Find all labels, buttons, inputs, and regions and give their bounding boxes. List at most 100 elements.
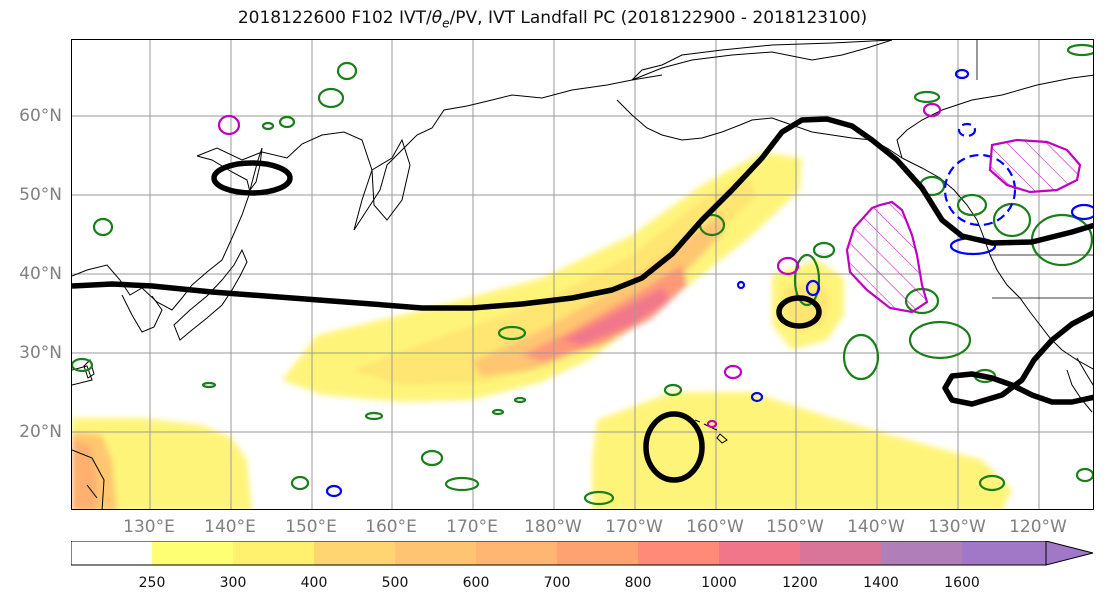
border-canada-us xyxy=(976,40,1093,299)
colorbar-tick-label: 800 xyxy=(624,575,652,591)
pv-contours xyxy=(325,68,1093,498)
colorbar-segment xyxy=(476,541,557,565)
theta-e-contour xyxy=(663,383,683,397)
colorbar-tick-label: 500 xyxy=(381,575,409,591)
theta-e-contour xyxy=(978,474,1006,492)
theta-e-contour xyxy=(842,333,880,381)
pv-contour xyxy=(954,68,970,80)
colorbar-extend-arrow xyxy=(1045,541,1094,566)
coastline-alaska xyxy=(616,40,903,159)
ivt-shading xyxy=(72,152,1012,509)
coastline-china-south xyxy=(72,365,93,386)
theta-e-contour xyxy=(1066,43,1093,57)
lat-tick-label: 50°N xyxy=(19,185,62,205)
ivt-band-south-central xyxy=(592,392,1012,509)
colorbar-tick-label: 1000 xyxy=(701,575,737,591)
theta-e-contour xyxy=(201,381,217,389)
coastline-philippines xyxy=(72,449,105,509)
ivt-band-southwest xyxy=(72,418,252,509)
colorbar xyxy=(71,541,1094,566)
theta-e-contour xyxy=(290,475,310,491)
pv-contour xyxy=(1070,203,1093,221)
landfall-pc xyxy=(217,102,1082,429)
ivt-plume-1000 xyxy=(562,288,670,345)
pv-contour xyxy=(736,280,746,290)
ivt-contour-ring xyxy=(211,160,293,196)
colorbar-segment xyxy=(233,541,314,565)
landfall-pc-region xyxy=(845,200,929,314)
lon-tick-label: 160°E xyxy=(365,517,417,537)
ivt-plume-700 xyxy=(522,265,687,362)
lon-tick-label: 150°E xyxy=(285,517,337,537)
map-panel xyxy=(71,39,1094,510)
pv-contour-dashed xyxy=(943,153,1017,227)
coastline-arctic xyxy=(631,40,893,81)
coastline-north-america-2 xyxy=(896,74,1093,159)
theta-e-contour xyxy=(72,357,94,373)
colorbar-outline xyxy=(71,541,1046,566)
colorbar-tick-label: 300 xyxy=(219,575,247,591)
theta-e-contour xyxy=(956,193,988,217)
colorbar-segment xyxy=(800,541,881,565)
coastline-japan xyxy=(173,248,248,341)
lon-tick-label: 160°W xyxy=(686,517,744,537)
lat-tick-label: 30°N xyxy=(19,343,62,363)
theta-e-contour xyxy=(1075,467,1093,483)
coastline-north-america xyxy=(901,157,1093,370)
colorbar-tick-label: 1400 xyxy=(863,575,899,591)
ivt-plume-outer xyxy=(282,152,802,402)
pv-contour xyxy=(325,484,343,498)
theta-e-contour xyxy=(497,325,527,341)
ivt-plume-500 xyxy=(472,215,724,376)
coastline-taiwan xyxy=(83,359,95,379)
coastline-kamchatka xyxy=(371,138,411,221)
colorbar-tick-label: 400 xyxy=(300,575,328,591)
theta-e-contour xyxy=(420,449,444,467)
ivt-contour-ring xyxy=(776,295,822,329)
lon-tick-label: 140°W xyxy=(847,517,905,537)
theta-e-contour xyxy=(913,90,941,104)
colorbar-segment xyxy=(638,541,719,565)
colorbar-tick-label: 600 xyxy=(462,575,490,591)
theta-e-contour xyxy=(513,396,527,404)
pv-contour xyxy=(805,279,821,297)
coastline-sakhalin xyxy=(249,147,263,191)
theta-e-contour xyxy=(812,241,836,259)
ivt-contour-ring xyxy=(643,411,705,483)
ivt-contour-southeast xyxy=(942,309,1093,407)
coastline-baja xyxy=(1066,357,1093,413)
lon-tick-label: 130°E xyxy=(123,517,175,537)
landfall-pc-contour xyxy=(217,114,241,136)
theta-e-contour xyxy=(491,408,505,416)
title-suffix: /PV, IVT Landfall PC (2018122900 - 20181… xyxy=(449,8,868,28)
colorbar-segment xyxy=(962,541,1046,565)
theta-e-contour xyxy=(583,490,615,506)
title-theta: θ xyxy=(431,8,443,28)
title-prefix: 2018122600 F102 IVT/ xyxy=(237,8,432,28)
lon-tick-label: 120°W xyxy=(1009,517,1067,537)
colorbar-tick-label: 250 xyxy=(138,575,166,591)
colorbar-tick-label: 1600 xyxy=(944,575,980,591)
lat-tick-label: 20°N xyxy=(19,422,62,442)
colorbar-tick-label: 1200 xyxy=(782,575,818,591)
lon-tick-label: 170°W xyxy=(605,517,663,537)
landfall-pc-contour xyxy=(723,364,743,380)
ivt-contours xyxy=(72,116,1093,483)
map-canvas xyxy=(72,40,1093,509)
theta-e-contour xyxy=(793,253,821,307)
lon-tick-label: 130°W xyxy=(928,517,986,537)
colorbar-segment xyxy=(557,541,638,565)
colorbar-segment xyxy=(71,541,152,565)
figure-title: 2018122600 F102 IVT/θe/PV, IVT Landfall … xyxy=(0,8,1105,30)
colorbar-segment xyxy=(719,541,800,565)
lon-tick-label: 180°W xyxy=(524,517,582,537)
coastline-korea xyxy=(121,294,163,333)
colorbar-tick-label: 700 xyxy=(543,575,571,591)
theta-e-contour xyxy=(317,87,345,109)
colorbar-segment xyxy=(314,541,395,565)
theta-e-contour xyxy=(278,115,296,129)
coastline-asia-mainland xyxy=(72,155,251,311)
pv-contour-dashed xyxy=(957,122,977,138)
theta-e-contour xyxy=(908,320,972,360)
lon-tick-label: 170°E xyxy=(446,517,498,537)
